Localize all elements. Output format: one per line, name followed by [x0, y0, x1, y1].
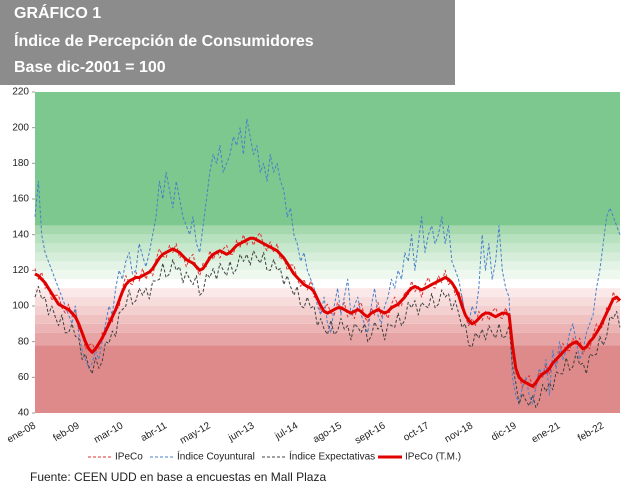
chart-title: GRÁFICO 1 [14, 3, 101, 22]
band [35, 314, 620, 324]
legend-label: IPeCo (T.M.) [405, 452, 461, 463]
x-tick-label: feb-22 [576, 420, 606, 444]
band [35, 279, 620, 289]
x-tick-label: ene-21 [530, 420, 563, 445]
y-tick-label: 120 [12, 265, 29, 276]
band [35, 243, 620, 253]
x-tick-label: dic-19 [489, 420, 518, 443]
chart-subtitle: Índice de Percepción de Consumidores [14, 31, 314, 50]
band [35, 252, 620, 262]
x-tick-label: ago-15 [311, 420, 344, 445]
band [35, 261, 620, 271]
y-tick-label: 180 [12, 158, 29, 169]
band [35, 332, 620, 346]
x-tick-label: ene-08 [5, 420, 38, 445]
y-tick-label: 80 [18, 336, 30, 347]
x-tick-label: mar-10 [92, 420, 125, 446]
plot-area: 40 60 80 100 120 140 160 180 200 220 ene-08 feb-09 m… [5, 87, 622, 447]
x-tick-label: oct-17 [402, 420, 432, 444]
base-note: Base dic-2001 = 100 [14, 59, 166, 76]
x-tick-label: abr-11 [139, 420, 169, 444]
x-tick-label: may-12 [178, 420, 213, 446]
band [35, 288, 620, 298]
band [35, 92, 620, 226]
band [35, 323, 620, 333]
legend-label: Índice Coyuntural [177, 450, 255, 463]
title-box [0, 0, 455, 85]
y-tick-label: 100 [12, 301, 29, 312]
band [35, 306, 620, 315]
y-tick-label: 40 [18, 408, 30, 419]
x-tick-label: sept-16 [353, 420, 388, 446]
band [35, 234, 620, 244]
x-tick-label: feb-09 [51, 420, 81, 444]
x-tick-label: jul-14 [273, 420, 301, 442]
legend-label: IPeCo [115, 452, 143, 463]
y-tick-label: 60 [18, 372, 30, 383]
y-tick-label: 140 [12, 229, 29, 240]
y-tick-label: 200 [12, 122, 29, 133]
series-line [34, 118, 621, 405]
y-tick-label: 220 [12, 87, 29, 98]
y-tick-label: 160 [12, 194, 29, 205]
series-line [34, 250, 621, 409]
band [35, 297, 620, 306]
band [35, 225, 620, 235]
x-tick-label: jun-13 [226, 420, 257, 444]
band [35, 270, 620, 280]
series-line [34, 232, 621, 389]
series-line [34, 236, 622, 388]
source: Fuente: CEEN UDD en base a encuestas en … [30, 470, 326, 484]
legend-label: Índice Expectativas [289, 450, 375, 463]
x-tick-label: nov-18 [443, 420, 475, 445]
